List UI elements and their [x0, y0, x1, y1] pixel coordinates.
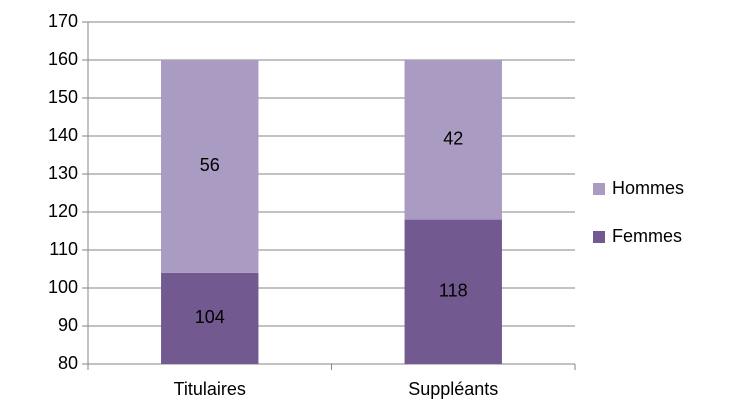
y-tick-label: 150: [48, 87, 78, 107]
y-tick-label: 110: [49, 239, 78, 259]
y-tick-label: 130: [48, 163, 78, 183]
bar-segment: [404, 219, 502, 364]
y-tick-label: 90: [58, 315, 78, 335]
bar-segment: [161, 60, 259, 273]
bar-segment: [161, 272, 259, 364]
data-label: 104: [195, 307, 225, 327]
x-tick-label: Suppléants: [408, 379, 498, 399]
y-tick-label: 160: [48, 49, 78, 69]
y-tick-label: 120: [48, 201, 78, 221]
x-tick-label: Titulaires: [174, 379, 246, 399]
y-tick-label: 170: [48, 11, 78, 31]
y-tick-label: 100: [48, 277, 78, 297]
data-label: 118: [439, 281, 468, 301]
legend-label: Hommes: [612, 178, 684, 198]
bar-segment: [404, 60, 502, 220]
y-tick-label: 80: [58, 353, 78, 373]
y-tick-label: 140: [48, 125, 78, 145]
legend-swatch: [593, 231, 605, 243]
data-label: 42: [443, 129, 463, 149]
legend-swatch: [593, 183, 605, 195]
legend-label: Femmes: [612, 226, 682, 246]
data-label: 56: [200, 155, 220, 175]
